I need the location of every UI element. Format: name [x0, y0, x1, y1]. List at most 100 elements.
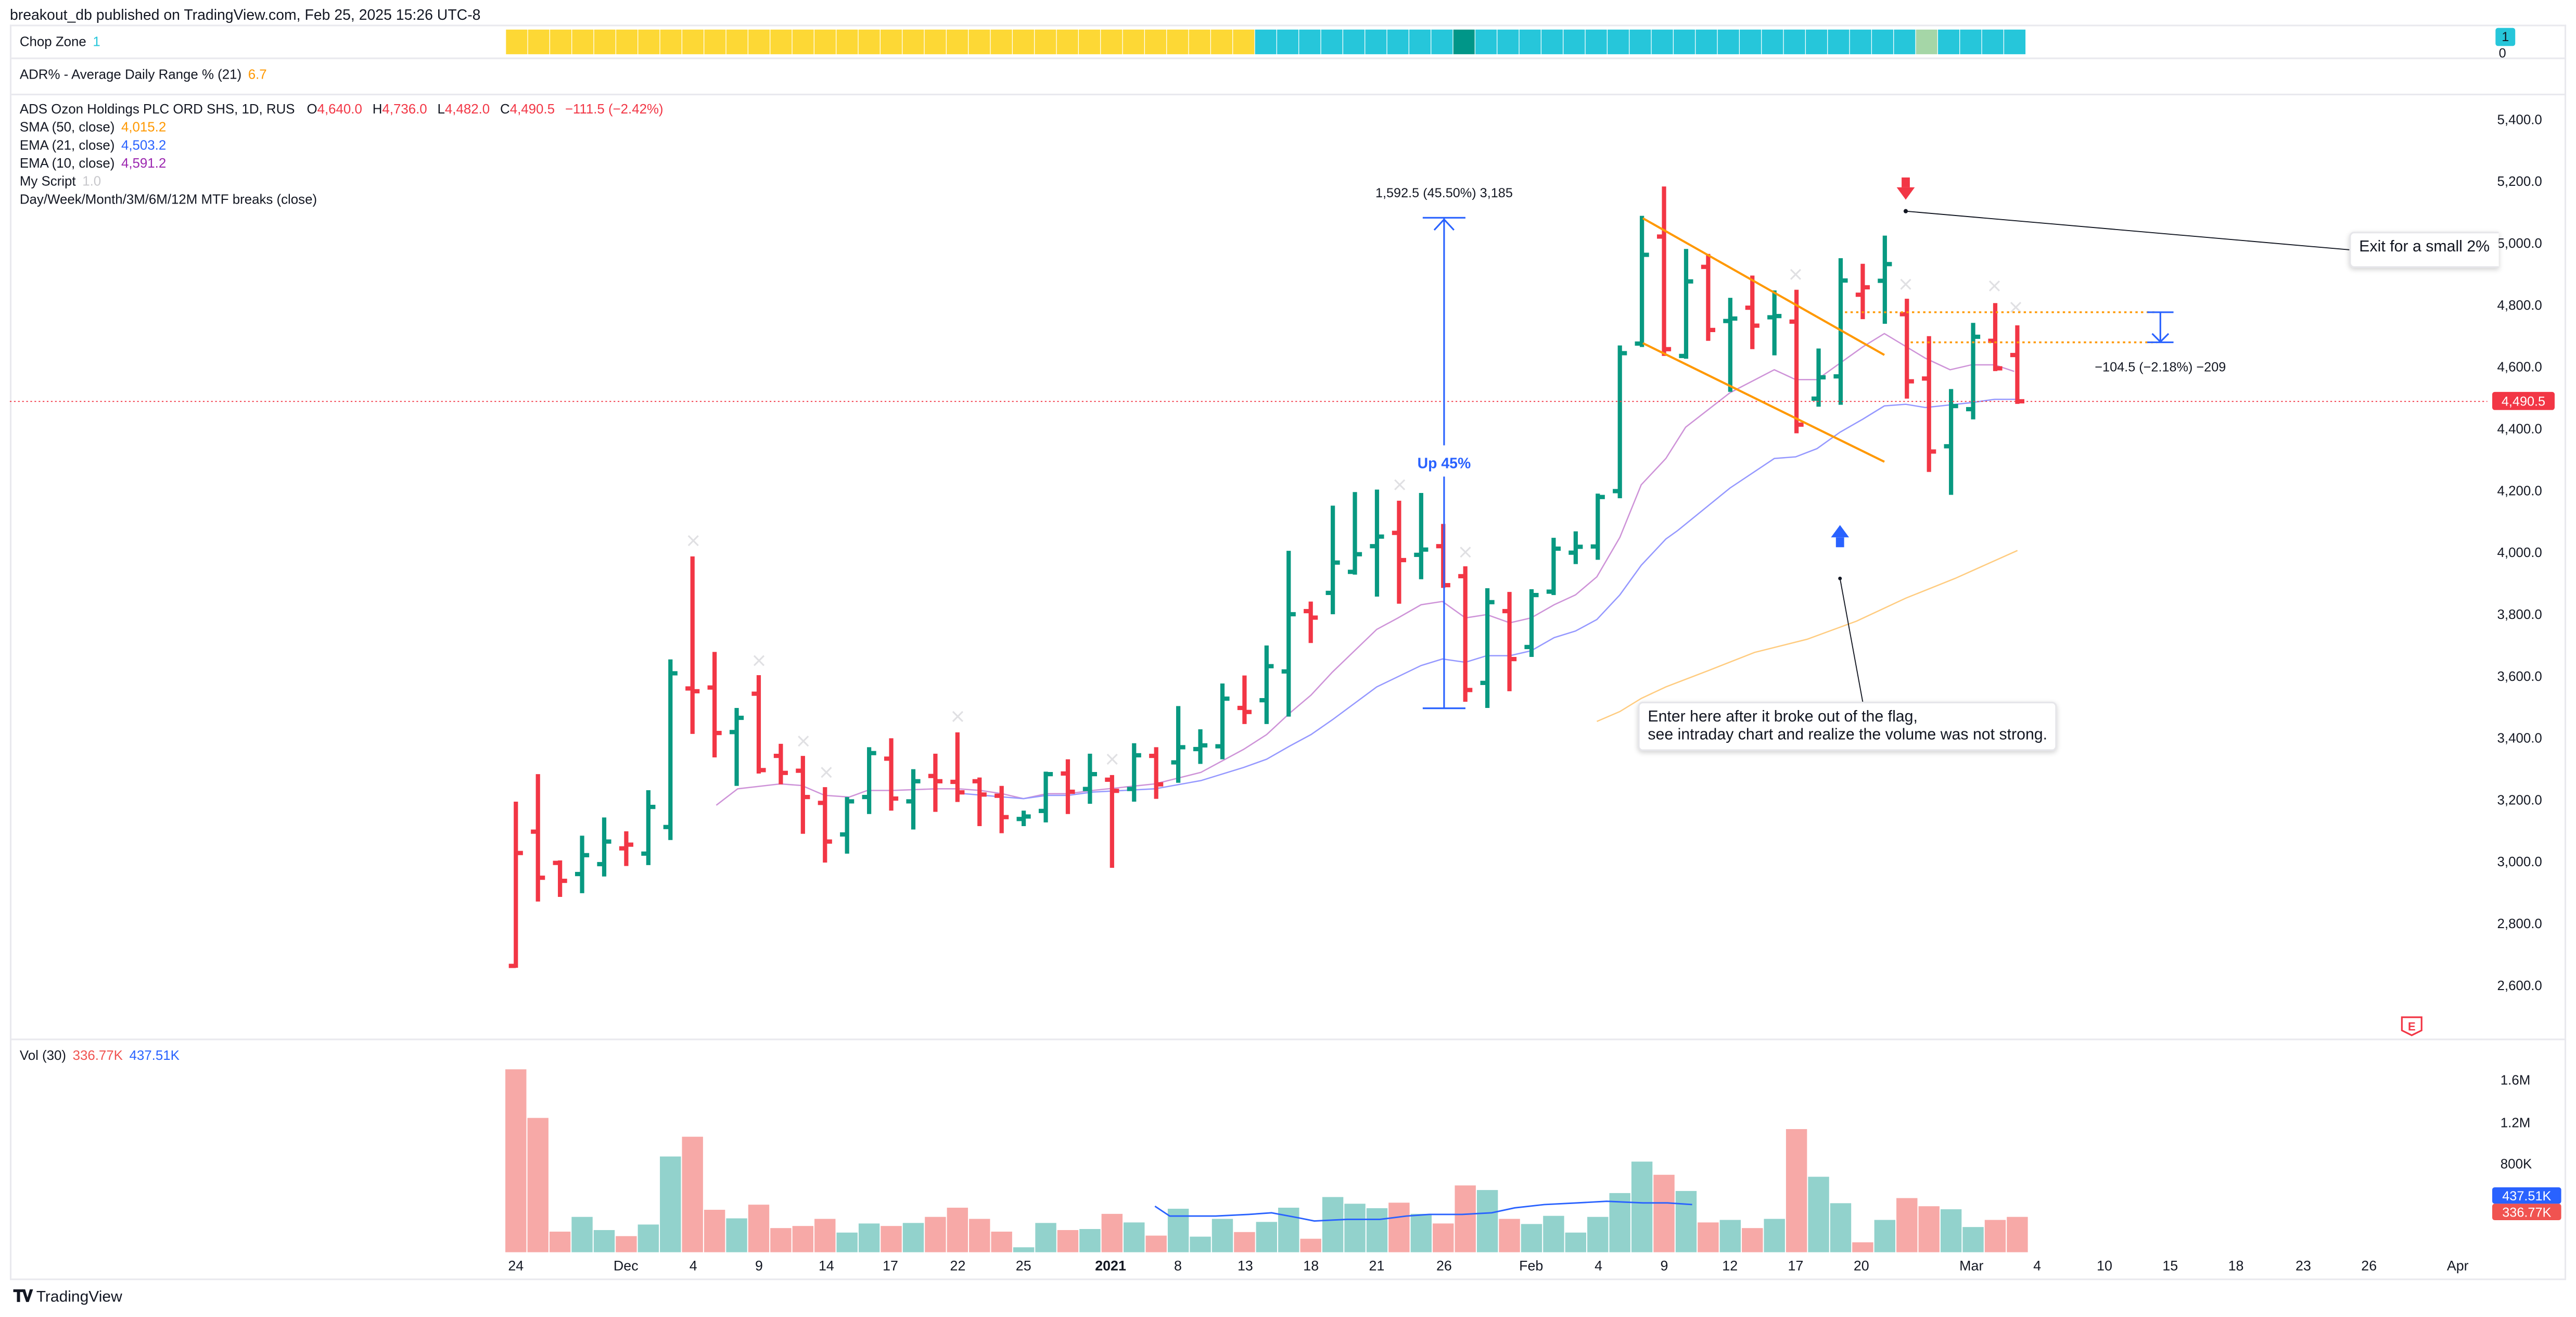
chop-zone-cell — [1960, 29, 1982, 55]
x-marker-icon — [1394, 479, 1406, 490]
volume-bar — [1013, 1247, 1035, 1252]
last-price-badge: 4,490.5 — [2492, 391, 2555, 410]
mtf-legend-row[interactable]: Day/Week/Month/3M/6M/12M MTF breaks (clo… — [20, 192, 664, 209]
volume-bar — [1675, 1191, 1697, 1252]
tradingview-logo-icon: 𝐓𝐕 — [13, 1288, 33, 1307]
date-tick: 14 — [819, 1258, 834, 1273]
price-axis[interactable]: 5,400.0 5,200.0 5,000.0 4,800.0 4,600.0 4,400… — [2497, 112, 2542, 993]
ohlc-bar — [597, 817, 611, 877]
sma50-label: SMA (50, close) — [19, 120, 115, 135]
volume-bar — [1410, 1213, 1432, 1252]
buy-arrow-icon[interactable] — [1831, 525, 1850, 548]
left-border — [9, 24, 12, 1279]
sell-arrow-icon[interactable] — [1896, 177, 1915, 200]
adr-legend[interactable]: ADR% - Average Daily Range % (21) 6.7 — [20, 67, 267, 85]
chop-zone-cell — [660, 29, 682, 55]
ohlc-bars — [508, 186, 2024, 968]
enter-note[interactable]: Enter here after it broke out of the fla… — [1638, 701, 2058, 751]
ohlc-bar — [1436, 524, 1450, 588]
volume-bar — [1742, 1228, 1763, 1252]
ohlc-bar — [1789, 289, 1804, 434]
pane-divider-price-volume[interactable] — [9, 1039, 2567, 1041]
sma50-legend-row[interactable]: SMA (50, close) 4,015.2 — [20, 120, 664, 137]
chop-zone-cell — [1343, 29, 1365, 55]
chop-zone-cell — [1056, 29, 1078, 55]
chop-zone-label: Chop Zone — [19, 34, 86, 49]
chop-zone-cell — [792, 29, 814, 55]
volume-bar — [1212, 1219, 1233, 1252]
price-tick: 3,000.0 — [2497, 855, 2542, 869]
ohlc-bar — [1171, 706, 1185, 783]
enter-callout-anchor — [1838, 576, 1842, 580]
volume-bar — [1719, 1220, 1741, 1252]
volume-bar — [836, 1232, 858, 1252]
volume-bar — [1366, 1208, 1388, 1252]
volume-bar — [549, 1232, 571, 1252]
volume-legend[interactable]: Vol (30) 336.77K 437.51K — [20, 1048, 180, 1066]
ohlc-bar — [1325, 505, 1340, 614]
date-tick: 2021 — [1095, 1258, 1126, 1273]
pane-divider-adr-price[interactable] — [9, 93, 2567, 96]
myscript-legend-row[interactable]: My Script 1.0 — [20, 173, 664, 191]
myscript-label: My Script — [19, 173, 76, 188]
chop-zone-cell — [1277, 29, 1299, 55]
price-tick: 5,400.0 — [2497, 112, 2542, 127]
myscript-value: 1.0 — [82, 173, 101, 188]
date-tick: 24 — [508, 1258, 524, 1273]
vol-tick: 800K — [2501, 1157, 2532, 1172]
volume-ma-line — [1154, 1200, 1692, 1222]
volume-bar — [1786, 1129, 1807, 1252]
adr-value: 6.7 — [248, 67, 267, 82]
symbol-legend-row[interactable]: ADS Ozon Holdings PLC ORD SHS, 1D, RUS O… — [20, 102, 664, 120]
time-axis[interactable]: 24 Dec 4 9 14 17 22 25 2021 8 13 18 21 26 Feb 4 9 12 17 20 M… — [508, 1258, 2468, 1273]
earnings-marker-label: E — [2408, 1020, 2416, 1033]
price-tick: 4,200.0 — [2497, 484, 2542, 498]
date-tick: 18 — [1303, 1258, 1319, 1273]
ema10-legend-row[interactable]: EMA (10, close) 4,591.2 — [20, 156, 664, 173]
ohlc-bar — [1701, 254, 1715, 341]
volume-axis[interactable]: 1.6M 1.2M 800K 437.51K 336.77K — [2492, 1073, 2561, 1220]
close-value: 4,490.5 — [509, 102, 555, 117]
ohlc-bar — [1944, 389, 1958, 495]
flag-upper-trendline[interactable] — [1642, 217, 1885, 356]
chop-zone-cell — [1431, 29, 1453, 55]
ohlc-bar — [1215, 683, 1230, 759]
chop-zone-strip — [506, 29, 2026, 55]
ohlc-bar — [972, 777, 987, 826]
chop-zone-cell — [1035, 29, 1056, 55]
ohlc-bar — [994, 786, 1009, 833]
x-marker-icon — [753, 655, 765, 666]
date-tick: 25 — [1016, 1258, 1031, 1273]
exit-callout-anchor — [1903, 209, 1908, 213]
flag-lower-trendline[interactable] — [1642, 342, 1885, 463]
x-marker-icon — [952, 711, 964, 722]
chop-zone-cell — [1409, 29, 1431, 55]
date-tick: Dec — [614, 1258, 639, 1273]
x-marker-icon — [1790, 269, 1802, 280]
chop-zone-cell — [1651, 29, 1673, 55]
chop-zone-legend[interactable]: Chop Zone 1 — [20, 34, 100, 52]
chop-zone-cell — [1255, 29, 1277, 55]
ohlc-bar — [1590, 493, 1605, 560]
date-tick: 17 — [883, 1258, 898, 1273]
ohlc-bar — [862, 747, 876, 814]
earnings-marker-icon[interactable]: E — [2401, 1016, 2422, 1036]
price-range-measure[interactable] — [1422, 217, 1465, 710]
exit-note[interactable]: Exit for a small 2% — [2349, 232, 2499, 268]
small-price-range-measure[interactable] — [2147, 311, 2174, 344]
chop-zone-cell — [616, 29, 638, 55]
pane-divider-chop-adr[interactable] — [9, 57, 2567, 59]
published-header: breakout_db published on TradingView.com… — [9, 6, 481, 23]
chop-zone-cell — [902, 29, 924, 55]
volume-bar — [1896, 1198, 1918, 1252]
tradingview-logo[interactable]: 𝐓𝐕 TradingView — [13, 1288, 122, 1307]
volume-bar — [1388, 1202, 1410, 1252]
chop-zone-cell — [1806, 29, 1828, 55]
volume-bar — [1167, 1209, 1189, 1252]
chop-zone-cell — [1079, 29, 1101, 55]
chop-zone-cell — [528, 29, 550, 55]
up-45-label[interactable]: Up 45% — [1418, 455, 1471, 472]
ema21-legend-row[interactable]: EMA (21, close) 4,503.2 — [20, 138, 664, 156]
volume-bar — [593, 1230, 615, 1252]
